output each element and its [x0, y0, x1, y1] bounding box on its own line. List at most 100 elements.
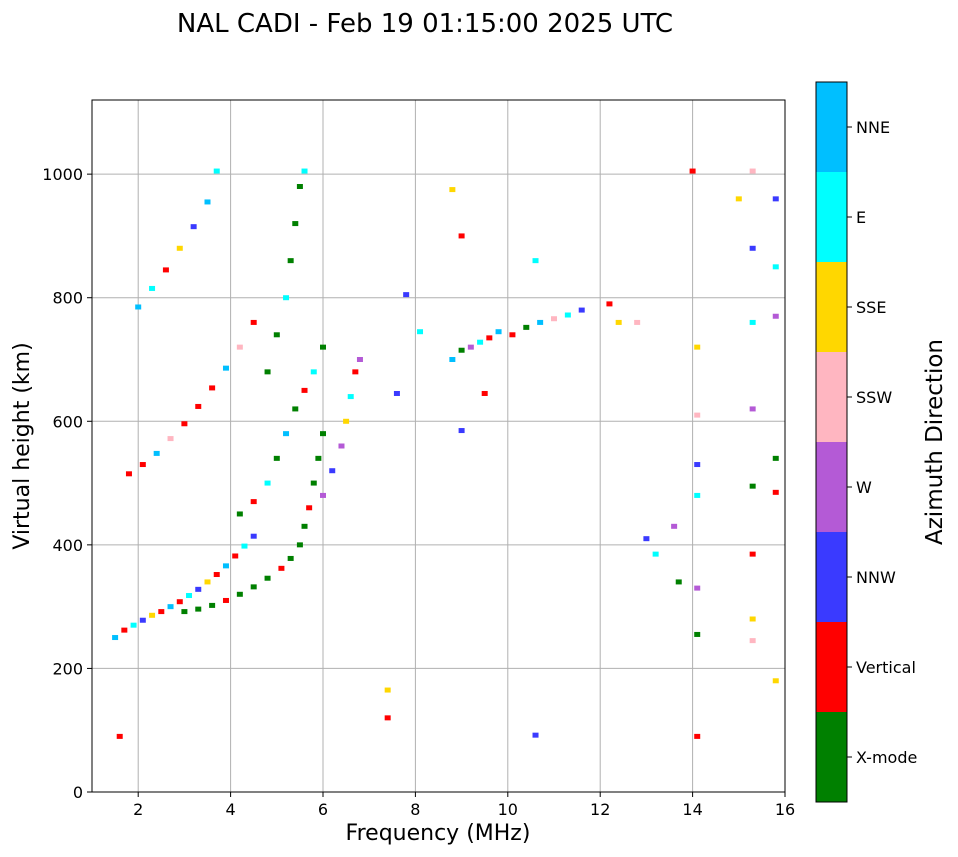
colorbar-label: W: [856, 478, 872, 497]
echo-point: [393, 390, 400, 396]
echo-point: [749, 483, 756, 489]
y-axis: 0 200 400 600 800 1000: [42, 165, 92, 802]
echo-point: [116, 733, 123, 739]
echo-point: [606, 301, 613, 307]
y-tick-label: 0: [73, 783, 83, 802]
colorbar-label: NNE: [856, 118, 890, 137]
echo-point: [320, 344, 326, 350]
x-tick-label: 6: [318, 800, 328, 819]
trace-oblique-cluster-9-mhz: [449, 329, 502, 362]
echo-point: [694, 585, 701, 591]
echo-point: [236, 591, 243, 597]
echo-point: [195, 403, 202, 409]
echo-point: [749, 616, 756, 622]
echo-point: [241, 543, 248, 549]
echo-point: [315, 455, 322, 461]
trace-f1-echo: [112, 533, 257, 641]
echo-point: [181, 609, 188, 615]
colorbar-swatch: [816, 532, 847, 622]
echo-point: [158, 609, 165, 615]
echo-point: [222, 365, 229, 371]
echo-point: [384, 715, 391, 721]
echo-point: [749, 551, 756, 557]
trace-green-spread: [264, 168, 308, 375]
echo-point: [338, 443, 345, 449]
echo-point: [523, 324, 530, 330]
colorbar-swatch: [816, 622, 847, 712]
x-tick-label: 2: [133, 800, 143, 819]
x-tick-label: 10: [498, 800, 518, 819]
echo-point: [675, 579, 682, 585]
colorbar-swatch: [816, 262, 847, 352]
echo-point: [264, 369, 271, 375]
x-tick-label: 12: [590, 800, 610, 819]
echo-point: [772, 264, 779, 270]
x-tick-label: 14: [682, 800, 702, 819]
echo-point: [772, 196, 779, 202]
echo-point: [615, 319, 622, 325]
colorbar-label: X-mode: [856, 748, 917, 767]
echo-point: [532, 258, 539, 264]
echo-point: [283, 431, 290, 437]
echo-point: [130, 622, 137, 628]
colorbar-title: Azimuth Direction: [922, 339, 948, 545]
echo-point: [181, 421, 188, 427]
colorbar-swatch: [816, 712, 847, 802]
echo-point: [403, 292, 410, 298]
echo-point: [689, 168, 696, 174]
echo-point: [551, 316, 557, 322]
echo-point: [176, 599, 183, 605]
echo-point: [694, 631, 701, 637]
echo-point: [283, 295, 290, 301]
echo-point: [749, 319, 756, 325]
echo-point: [135, 304, 142, 310]
x-tick-label: 8: [410, 800, 420, 819]
plot-area: [92, 100, 785, 792]
echo-point: [384, 687, 391, 693]
echo-point: [749, 638, 756, 644]
echo-point: [296, 184, 303, 189]
echo-point: [204, 579, 211, 585]
echo-point: [213, 168, 220, 174]
echo-point: [186, 593, 193, 599]
trace-oblique-cluster-10-11-mhz: [509, 307, 585, 338]
echo-point: [195, 606, 202, 612]
echo-point: [749, 245, 756, 251]
trace-w-cluster: [320, 357, 363, 498]
echo-point: [458, 347, 465, 353]
echo-point: [310, 480, 317, 486]
chart-title: NAL CADI - Feb 19 01:15:00 2025 UTC: [177, 9, 673, 39]
echo-point: [772, 489, 779, 495]
plot-frame: [91, 99, 786, 793]
echo-marks: [112, 168, 779, 739]
echo-point: [162, 267, 169, 273]
echo-point: [578, 307, 585, 313]
trace-isolated-echoes: [116, 187, 539, 739]
echo-point: [264, 480, 271, 486]
echo-point: [209, 385, 216, 391]
echo-point: [449, 357, 456, 362]
echo-point: [232, 553, 239, 559]
echo-point: [694, 462, 701, 468]
colorbar-label: Vertical: [856, 658, 916, 677]
echo-point: [486, 335, 493, 341]
colorbar-label: NNW: [856, 568, 896, 587]
echo-point: [264, 575, 271, 581]
echo-point: [301, 168, 308, 174]
echo-point: [209, 602, 216, 608]
echo-point: [250, 533, 257, 539]
echo-point: [287, 555, 294, 561]
echo-point: [772, 313, 779, 319]
echo-point: [301, 523, 308, 529]
echo-point: [458, 233, 465, 239]
echo-point: [139, 462, 146, 468]
echo-point: [250, 319, 257, 325]
y-axis-label: Virtual height (km): [10, 342, 35, 549]
echo-point: [176, 245, 183, 251]
echo-point: [296, 542, 303, 548]
y-tick-label: 400: [52, 536, 83, 555]
echo-point: [634, 319, 641, 325]
echo-point: [537, 319, 544, 325]
echo-point: [236, 344, 243, 350]
echo-point: [125, 471, 132, 477]
